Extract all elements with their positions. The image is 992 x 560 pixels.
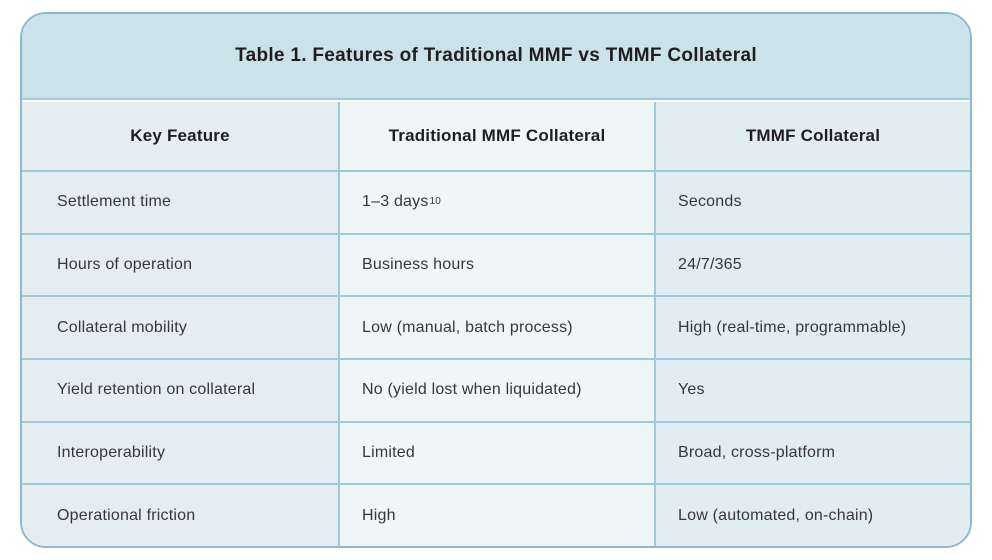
row-hours-of-operation-tmmf: 24/7/365 <box>654 232 970 296</box>
table-card: Table 1. Features of Traditional MMF vs … <box>20 12 972 548</box>
column-header-traditional-mmf: Traditional MMF Collateral <box>338 102 654 170</box>
row-yield-retention-traditional: No (yield lost when liquidated) <box>338 358 654 421</box>
row-interoperability-traditional: Limited <box>338 420 654 484</box>
table-title: Table 1. Features of Traditional MMF vs … <box>22 14 970 100</box>
row-interoperability-feature: Interoperability <box>22 420 338 484</box>
row-operational-friction-feature: Operational friction <box>22 483 338 546</box>
row-yield-retention-tmmf: Yes <box>654 358 970 421</box>
row-operational-friction-traditional: High <box>338 483 654 546</box>
row-interoperability-tmmf: Broad, cross-platform <box>654 420 970 484</box>
column-header-tmmf: TMMF Collateral <box>654 102 970 170</box>
row-collateral-mobility-traditional: Low (manual, batch process) <box>338 295 654 358</box>
row-yield-retention-feature: Yield retention on collateral <box>22 358 338 421</box>
table-grid: Key Feature Traditional MMF Collateral T… <box>22 102 970 546</box>
row-collateral-mobility-feature: Collateral mobility <box>22 295 338 358</box>
cell-text: 1–3 days <box>362 193 429 211</box>
row-hours-of-operation-feature: Hours of operation <box>22 232 338 296</box>
row-settlement-time-traditional: 1–3 days 10 <box>338 170 654 233</box>
row-hours-of-operation-traditional: Business hours <box>338 232 654 296</box>
row-settlement-time-feature: Settlement time <box>22 170 338 233</box>
row-operational-friction-tmmf: Low (automated, on-chain) <box>654 483 970 546</box>
column-header-key-feature: Key Feature <box>22 102 338 170</box>
row-collateral-mobility-tmmf: High (real-time, programmable) <box>654 295 970 358</box>
row-settlement-time-tmmf: Seconds <box>654 170 970 233</box>
